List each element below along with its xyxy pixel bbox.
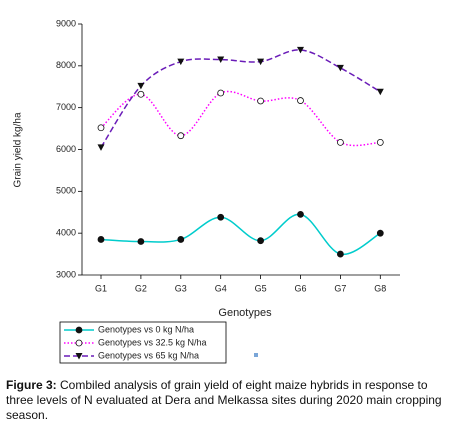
caption-label: Figure 3: [6, 378, 57, 392]
y-tick-label: 9000 [56, 18, 76, 28]
marker [97, 124, 105, 132]
marker [177, 58, 185, 66]
marker [257, 97, 265, 105]
marker [137, 82, 145, 90]
y-axis-label: Grain yield kg/ha [13, 112, 24, 187]
marker [217, 89, 225, 97]
y-tick-label: 3000 [56, 269, 76, 279]
marker [376, 88, 384, 96]
x-tick-label: G2 [135, 283, 147, 293]
series-line [100, 49, 381, 148]
legend-label: Genotypes vs 32.5 kg N/ha [98, 337, 207, 347]
caption: Figure 3: Combiled analysis of grain yie… [6, 378, 456, 423]
marker [297, 97, 304, 104]
legend-label: Genotypes vs 0 kg N/ha [98, 324, 194, 334]
marker [97, 236, 105, 243]
marker [137, 90, 145, 98]
marker [75, 339, 83, 347]
x-tick-label: G8 [374, 283, 386, 293]
marker [137, 238, 145, 245]
legend-label: Genotypes vs 65 kg N/ha [98, 350, 199, 360]
marker [376, 229, 384, 237]
marker [336, 138, 344, 146]
marker [336, 250, 344, 258]
chart: Genotypes Grain yield kg/ha 3000 4000 5000… [13, 18, 400, 364]
marker [257, 237, 265, 245]
caption-text: Combiled analysis of grain yield of eigh… [6, 378, 442, 422]
marker [257, 58, 265, 66]
x-tick-label: G7 [334, 283, 346, 293]
y-tick-label: 4000 [56, 228, 76, 238]
series-line [100, 213, 381, 255]
marker [217, 213, 225, 221]
marker [75, 326, 83, 334]
x-tick-label: G6 [294, 283, 306, 293]
marker [97, 144, 105, 151]
x-tick-label: G3 [175, 283, 187, 293]
series-line [100, 90, 381, 147]
y-tick-label: 6000 [56, 144, 76, 154]
small-marker [254, 353, 258, 357]
x-tick-label: G4 [215, 283, 227, 293]
marker [376, 138, 384, 146]
marker [297, 210, 304, 218]
marker [336, 64, 344, 72]
marker [297, 46, 304, 54]
y-tick-label: 7000 [56, 102, 76, 112]
x-axis-label: Genotypes [218, 307, 272, 319]
marker [177, 132, 185, 140]
y-tick-label: 8000 [56, 60, 76, 70]
x-tick-label: G1 [95, 283, 107, 293]
x-tick-label: G5 [255, 283, 267, 293]
marker [177, 236, 185, 243]
marker [217, 56, 225, 64]
marker [75, 353, 83, 360]
y-tick-label: 5000 [56, 186, 76, 196]
